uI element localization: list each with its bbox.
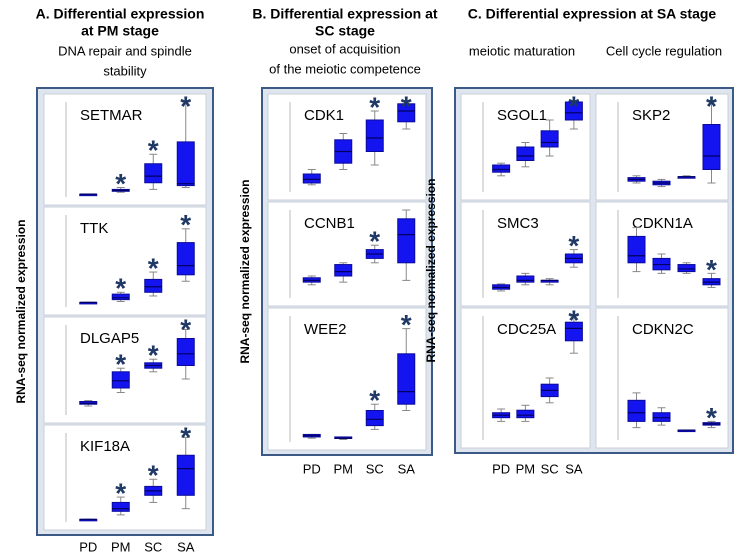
significance-star: * (706, 254, 717, 285)
significance-star: * (568, 230, 579, 261)
panel-name: TTK (80, 220, 108, 237)
box (334, 264, 353, 277)
box (176, 338, 195, 366)
box (365, 119, 384, 152)
box (397, 218, 416, 264)
section-subtitle: DNA repair and spindle (58, 43, 192, 58)
x-tick-label: SC (541, 461, 559, 476)
box (365, 410, 384, 427)
x-tick-label: SA (565, 461, 583, 476)
box (144, 278, 163, 293)
box (397, 353, 416, 405)
y-axis-label: RNA-seq normalized expression (238, 179, 252, 363)
box (516, 275, 535, 283)
box (516, 409, 535, 419)
panel-name: SMC3 (497, 215, 539, 232)
box (302, 173, 321, 184)
x-tick-label: SA (177, 539, 195, 554)
panel-name: SKP2 (632, 107, 670, 124)
box (540, 130, 559, 148)
panel-name: WEE2 (304, 321, 347, 338)
section-title: A. Differential expression (36, 6, 205, 22)
y-axis-label: RNA-seq normalized expression (424, 178, 438, 362)
panel-name: CDC25A (497, 321, 556, 338)
panel-name: CDK1 (304, 107, 344, 124)
box (111, 293, 130, 301)
panel-name: CDKN1A (632, 215, 693, 232)
panel-name: KIF18A (80, 438, 130, 455)
significance-star: * (401, 309, 412, 340)
box (627, 399, 646, 422)
box (176, 454, 195, 496)
significance-star: * (148, 340, 159, 371)
box (176, 141, 195, 187)
significance-star: * (706, 90, 717, 121)
box (144, 163, 163, 184)
box (176, 242, 195, 276)
panel-name: SETMAR (80, 107, 143, 124)
significance-star: * (180, 209, 191, 240)
significance-star: * (568, 90, 579, 121)
significance-star: * (369, 91, 380, 122)
significance-star: * (115, 477, 126, 508)
column-subtitle: meiotic maturation (469, 43, 575, 58)
section-title: B. Differential expression at (252, 6, 438, 22)
x-tick-label: PM (516, 461, 536, 476)
box (702, 124, 721, 170)
column-subtitle: Cell cycle regulation (606, 43, 722, 58)
significance-star: * (401, 90, 412, 121)
significance-star: * (115, 168, 126, 199)
x-tick-label: PM (111, 539, 131, 554)
box (677, 264, 696, 273)
significance-star: * (568, 304, 579, 335)
significance-star: * (180, 421, 191, 452)
x-tick-label: SC (144, 539, 162, 554)
box (652, 412, 671, 422)
significance-star: * (706, 402, 717, 433)
x-tick-label: PD (79, 539, 97, 554)
significance-star: * (369, 385, 380, 416)
significance-star: * (115, 273, 126, 304)
box (564, 321, 583, 342)
significance-star: * (180, 313, 191, 344)
panel-name: CCNB1 (304, 215, 355, 232)
significance-star: * (180, 90, 191, 121)
section-title: SC stage (315, 23, 375, 39)
y-axis-label: RNA-seq normalized expression (14, 219, 28, 403)
significance-star: * (115, 349, 126, 380)
box (111, 371, 130, 389)
section-title: at PM stage (81, 23, 159, 39)
section-title: C. Differential expression at SA stage (468, 6, 717, 22)
x-tick-label: SA (398, 461, 416, 476)
significance-star: * (369, 226, 380, 257)
box (627, 235, 646, 264)
box (397, 103, 416, 123)
panel-name: DLGAP5 (80, 330, 139, 347)
box (111, 501, 130, 512)
box (516, 146, 535, 161)
section-subtitle: stability (103, 63, 147, 78)
x-tick-label: PM (334, 461, 354, 476)
x-tick-label: SC (366, 461, 384, 476)
section-subtitle: onset of acquisition (289, 41, 400, 56)
x-tick-label: PD (492, 461, 510, 476)
panel-name: CDKN2C (632, 321, 694, 338)
significance-star: * (148, 460, 159, 491)
plot-panel (43, 316, 207, 424)
panel-name: SGOL1 (497, 107, 547, 124)
x-tick-label: PD (303, 461, 321, 476)
box (564, 101, 583, 121)
section-subtitle: of the meiotic competence (269, 61, 421, 76)
significance-star: * (148, 135, 159, 166)
box (492, 164, 511, 173)
significance-star: * (148, 252, 159, 283)
